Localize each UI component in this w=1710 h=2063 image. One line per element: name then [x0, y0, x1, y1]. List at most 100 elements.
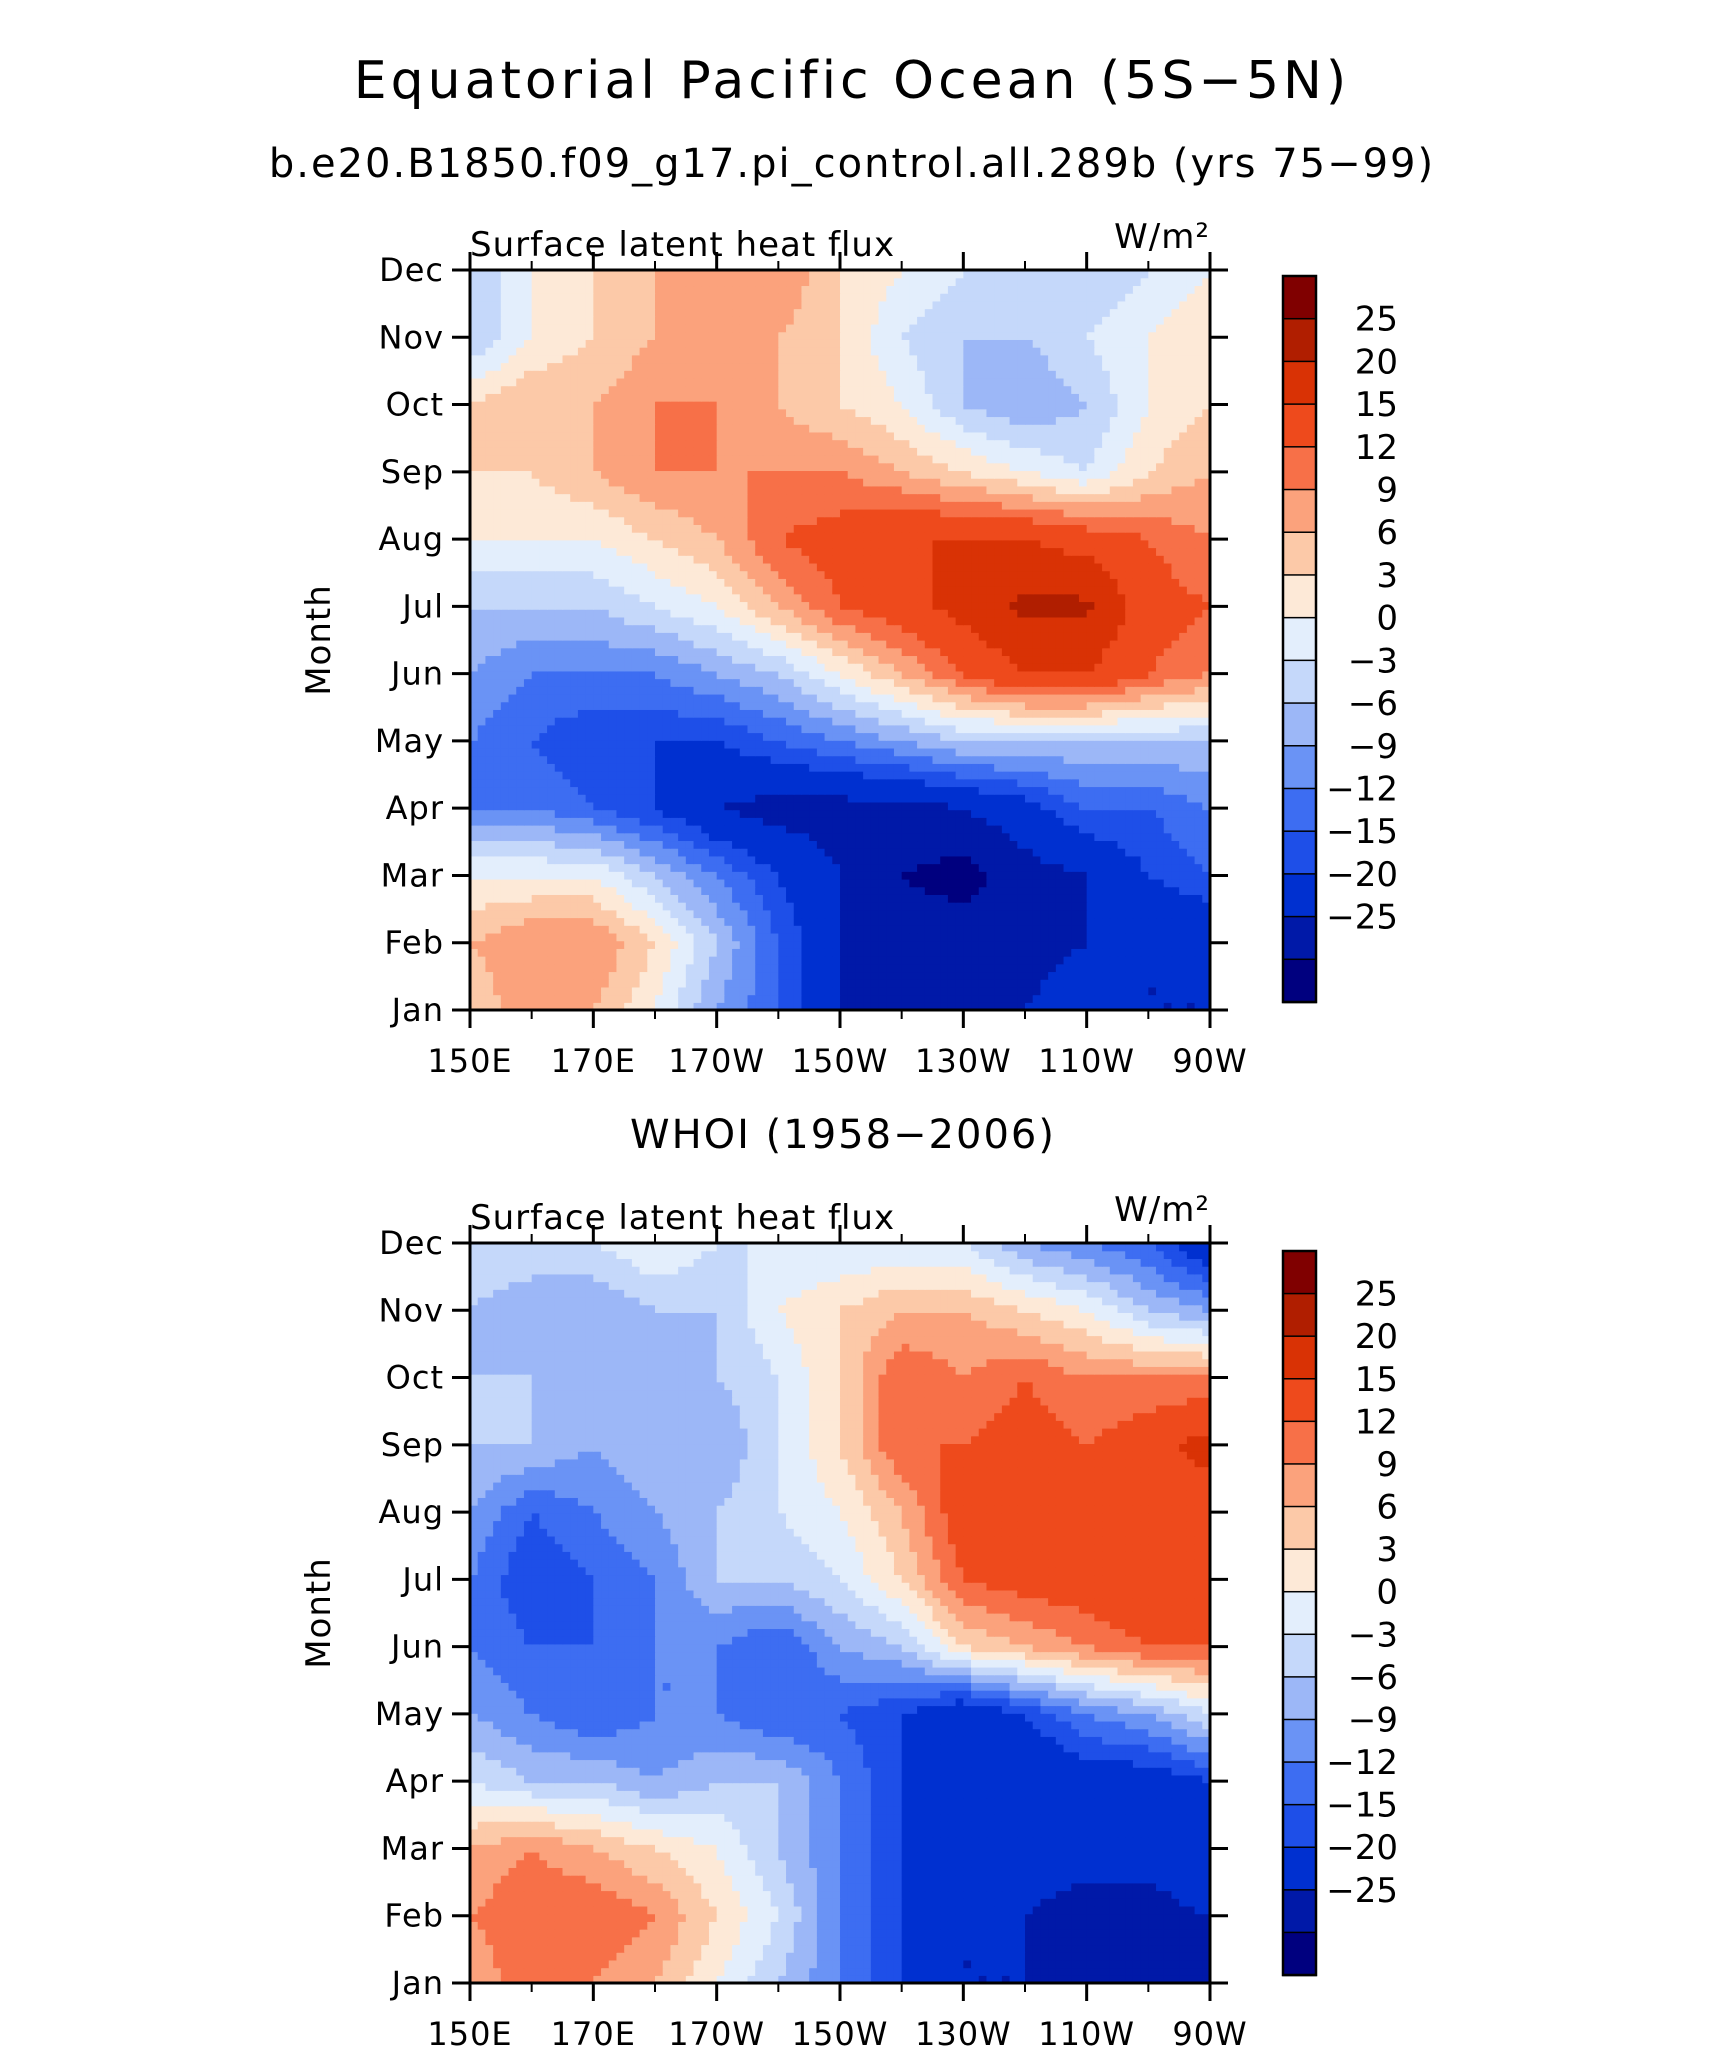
contour-cell [1055, 832, 1065, 842]
contour-cell [1078, 647, 1088, 657]
contour-cell [816, 878, 826, 888]
contour-cell [1132, 763, 1142, 772]
contour-cell [1071, 925, 1080, 934]
contour-cell [832, 994, 841, 1003]
contour-cell [1025, 732, 1034, 741]
contour-cell [1078, 655, 1088, 664]
contour-cell [947, 616, 957, 626]
contour-cell [909, 848, 918, 857]
contour-cell [1171, 809, 1180, 818]
contour-cell [878, 632, 887, 641]
contour-cell [1140, 609, 1149, 618]
contour-cell [801, 848, 810, 857]
contour-cell [1078, 932, 1088, 942]
contour-cell [793, 994, 803, 1003]
contour-cell [963, 948, 972, 957]
contour-cell [1140, 986, 1149, 996]
contour-cell [724, 963, 733, 973]
contour-cell [508, 794, 517, 803]
contour-cell [1001, 786, 1011, 795]
contour-cell [1186, 979, 1196, 988]
contour-cell [1017, 724, 1026, 734]
contour-cell [547, 855, 556, 865]
contour-cell [1125, 616, 1134, 626]
contour-cell [886, 940, 895, 949]
contour-cell [1171, 647, 1180, 657]
contour-cell [647, 786, 656, 795]
contour-cell [1071, 763, 1080, 772]
contour-cell [1109, 655, 1119, 664]
contour-cell [770, 640, 779, 649]
contour-cell [701, 778, 710, 788]
contour-cell [708, 917, 718, 926]
contour-cell [631, 609, 641, 618]
contour-cell [947, 786, 957, 795]
contour-cell [755, 840, 764, 849]
contour-cell [470, 678, 479, 687]
contour-cell [1132, 678, 1142, 687]
contour-cell [1179, 956, 1188, 965]
contour-cell [1001, 986, 1011, 996]
contour-cell [493, 655, 502, 664]
contour-cell [516, 655, 525, 664]
contour-cell [739, 724, 749, 734]
contour-cell [971, 616, 980, 626]
contour-cell [1102, 817, 1111, 826]
contour-cell [1086, 678, 1095, 687]
contour-cell [947, 809, 957, 818]
contour-cell [678, 763, 687, 772]
contour-cell [840, 732, 849, 741]
contour-cell [739, 709, 749, 718]
contour-cell [624, 801, 633, 811]
contour-cell [747, 724, 756, 734]
contour-cell [1001, 878, 1011, 888]
contour-cell [978, 755, 988, 764]
contour-cell [855, 701, 864, 710]
contour-cell [840, 963, 849, 973]
contour-cell [547, 755, 556, 764]
contour-cell [670, 740, 679, 749]
contour-cell [585, 948, 594, 957]
contour-cell [1156, 917, 1165, 926]
contour-cell [601, 878, 610, 888]
contour-cell [508, 640, 517, 649]
contour-cell [616, 1002, 625, 1011]
contour-cell [1071, 825, 1080, 834]
contour-cell [1179, 616, 1188, 626]
contour-cell [1109, 701, 1119, 710]
contour-cell [1156, 786, 1165, 795]
contour-cell [840, 755, 849, 764]
contour-cell [1117, 655, 1126, 664]
contour-cell [1156, 717, 1165, 726]
contour-cell [917, 632, 926, 641]
contour-cell [1109, 616, 1119, 626]
contour-cell [601, 609, 610, 618]
contour-cell [570, 863, 579, 872]
contour-cell [909, 817, 918, 826]
contour-cell [932, 832, 941, 842]
contour-cell [1001, 817, 1011, 826]
contour-cell [662, 778, 672, 788]
contour-cell [824, 848, 833, 857]
contour-cell [1025, 701, 1034, 710]
contour-cell [601, 940, 610, 949]
contour-cell [1094, 609, 1103, 618]
contour-cell [577, 948, 587, 957]
contour-cell [1009, 778, 1018, 788]
contour-cell [1040, 1002, 1049, 1011]
contour-cell [732, 1002, 741, 1011]
contour-cell [1109, 994, 1119, 1003]
contour-cell [631, 778, 641, 788]
contour-cell [701, 832, 710, 842]
contour-cell [762, 855, 772, 865]
contour-cell [840, 932, 849, 942]
contour-cell [662, 663, 672, 672]
contour-cell [670, 809, 679, 818]
contour-cell [1040, 840, 1049, 849]
contour-cell [770, 863, 779, 872]
contour-cell [539, 624, 548, 633]
contour-cell [708, 640, 718, 649]
contour-cell [685, 902, 695, 911]
contour-cell [901, 640, 910, 649]
contour-cell [816, 717, 826, 726]
